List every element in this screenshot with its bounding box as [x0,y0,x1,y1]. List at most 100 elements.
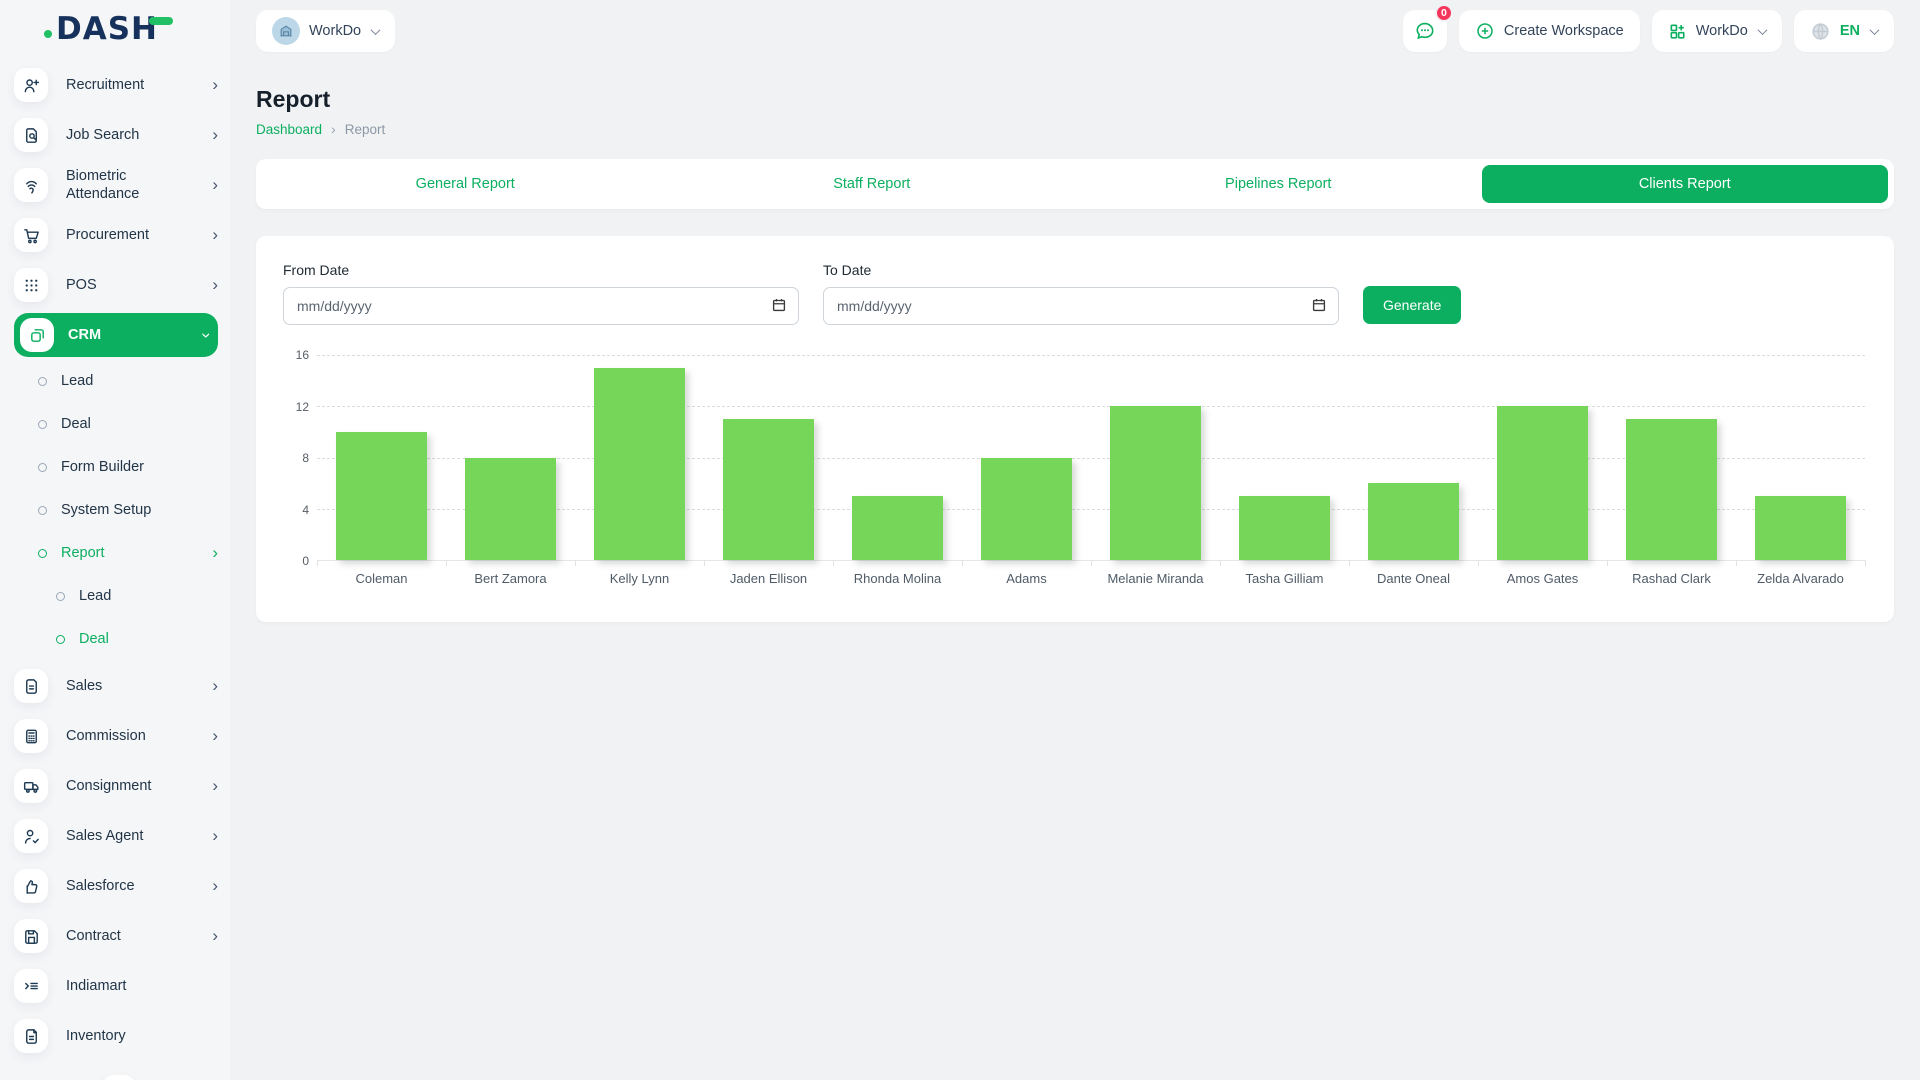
to-date-calendar-icon[interactable] [1309,296,1329,316]
sidebar: DASH Recruitment › Job Search › Biometric At… [0,0,230,1080]
sidebar-item-lead[interactable]: Lead [14,575,218,618]
sidebar-item-label: Deal [61,416,91,433]
sidebar-item-deal[interactable]: Deal [14,618,218,661]
chevron-down-icon [1869,24,1880,35]
procurement-icon [14,218,48,252]
sidebar-item-commission[interactable]: Commission › [14,711,218,761]
x-axis-tick [832,560,834,566]
sidebar-item-label: Contract [66,927,121,944]
sidebar-menu: Recruitment › Job Search › Biometric Attenda… [0,58,230,1080]
x-axis-label: Coleman [355,571,408,586]
chevron-right-icon: › [212,925,218,945]
sidebar-item-recruitment[interactable]: Recruitment › [14,60,218,110]
bullet-icon [38,506,47,515]
from-date-label: From Date [283,262,350,278]
sidebar-item-form-builder[interactable]: Form Builder [14,446,218,489]
x-axis-label: Rhonda Molina [853,571,942,586]
chevron-right-icon: › [212,775,218,795]
dash-logo[interactable]: DASH [44,11,173,47]
sidebar-item-salesforce[interactable]: Salesforce › [14,861,218,911]
apps-menu-label: WorkDo [1695,23,1748,39]
chat-icon [1416,22,1434,40]
x-axis-tick [1736,560,1737,566]
chevron-right-icon: › [212,274,218,294]
workspace-avatar [272,17,300,45]
from-date-calendar-icon[interactable] [769,296,789,316]
topbar: WorkDo 0 Create Workspace WorkDo EN [230,0,1920,62]
logo-row: DASH [0,0,230,58]
sidebar-item-deal[interactable]: Deal [14,403,218,446]
create-workspace-button[interactable]: Create Workspace [1458,10,1640,52]
y-axis-tick-label: 0 [302,554,309,568]
x-axis-label: Zelda Alvarado [1757,571,1844,586]
x-axis-tick [1865,560,1866,566]
sidebar-item-lead[interactable]: Lead [14,360,218,403]
sidebar-item-system-setup[interactable]: System Setup [14,489,218,532]
tab-general-report[interactable]: General Report [262,165,669,203]
chevron-right-icon: › [212,875,218,895]
bar-slot [1091,355,1220,560]
sidebar-item-label: Lead [79,588,112,605]
sidebar-item-pos[interactable]: POS › [14,260,218,310]
y-axis-tick-label: 16 [295,348,309,362]
sidebar-item-inventory[interactable]: Inventory [14,1011,218,1061]
x-axis-tick [445,560,447,566]
sidebar-item-contract[interactable]: Contract › [14,911,218,961]
report-card: From Date To Date [256,236,1894,622]
report-filter-form: From Date To Date [283,262,1867,325]
biometric-icon [14,168,48,202]
x-axis-label: Adams [1006,571,1047,586]
from-date-input[interactable] [283,287,799,325]
x-axis-tick [317,560,318,566]
crm-icon [20,318,54,352]
sidebar-item-label: Procurement [66,226,150,243]
bullet-icon [56,635,65,644]
sidebar-item-crm[interactable]: CRM › [14,313,218,357]
sidebar-item-report[interactable]: Report › [14,532,218,575]
sidebar-item-procurement[interactable]: Procurement › [14,210,218,260]
sidebar-item-label: Indiamart [66,977,127,994]
x-axis-tick [574,560,576,566]
messages-count-badge: 0 [1434,4,1453,22]
generate-button[interactable]: Generate [1363,286,1462,324]
tab-clients-report[interactable]: Clients Report [1481,165,1888,203]
language-selector[interactable]: EN [1793,10,1894,52]
gridline [317,406,1865,408]
sidebar-item-label: CRM [68,326,102,343]
x-axis-label: Melanie Miranda [1107,571,1204,586]
logo-text: DASH [56,11,158,47]
sidebar-item-label: Deal [79,631,109,648]
workspace-switcher[interactable]: WorkDo [256,10,396,52]
sidebar-item-label: Consignment [66,777,152,794]
apps-menu-button[interactable]: WorkDo [1651,10,1782,52]
x-axis-tick [1348,560,1350,566]
chevron-right-icon: › [212,543,218,562]
grid-apps-icon [1670,24,1685,39]
tab-pipelines-report[interactable]: Pipelines Report [1075,165,1482,203]
report-tabs: General Report Staff Report Pipelines Repo… [256,159,1894,209]
gridline [317,355,1865,356]
gridline [317,508,1865,510]
bullet-icon [38,549,47,558]
create-workspace-label: Create Workspace [1503,23,1624,39]
sidebar-item-label: Sales [66,677,103,694]
sidebar-item-sales[interactable]: Sales › [14,661,218,711]
breadcrumb-dashboard-link[interactable]: Dashboard [256,121,323,137]
chevron-right-icon: › [212,725,218,745]
y-axis-tick-label: 4 [302,502,309,517]
sidebar-item-consignment[interactable]: Consignment › [14,761,218,811]
sidebar-item-partial [102,1075,136,1080]
messages-button[interactable]: 0 [1402,4,1453,52]
chevron-right-icon: › [212,174,218,194]
x-axis-label: Dante Oneal [1377,571,1450,586]
to-date-input[interactable] [823,287,1339,325]
sidebar-item-job-search[interactable]: Job Search › [14,110,218,160]
x-axis-tick [1607,560,1608,566]
bar-slot [575,355,704,560]
breadcrumb-separator-icon: › [331,121,336,137]
sidebar-item-biometric-attendance[interactable]: Biometric Attendance › [14,160,218,210]
sidebar-item-indiamart[interactable]: Indiamart [14,961,218,1011]
sidebar-item-sales-agent[interactable]: Sales Agent › [14,811,218,861]
tab-staff-report[interactable]: Staff Report [669,165,1076,203]
workspace-label: WorkDo [309,23,362,39]
